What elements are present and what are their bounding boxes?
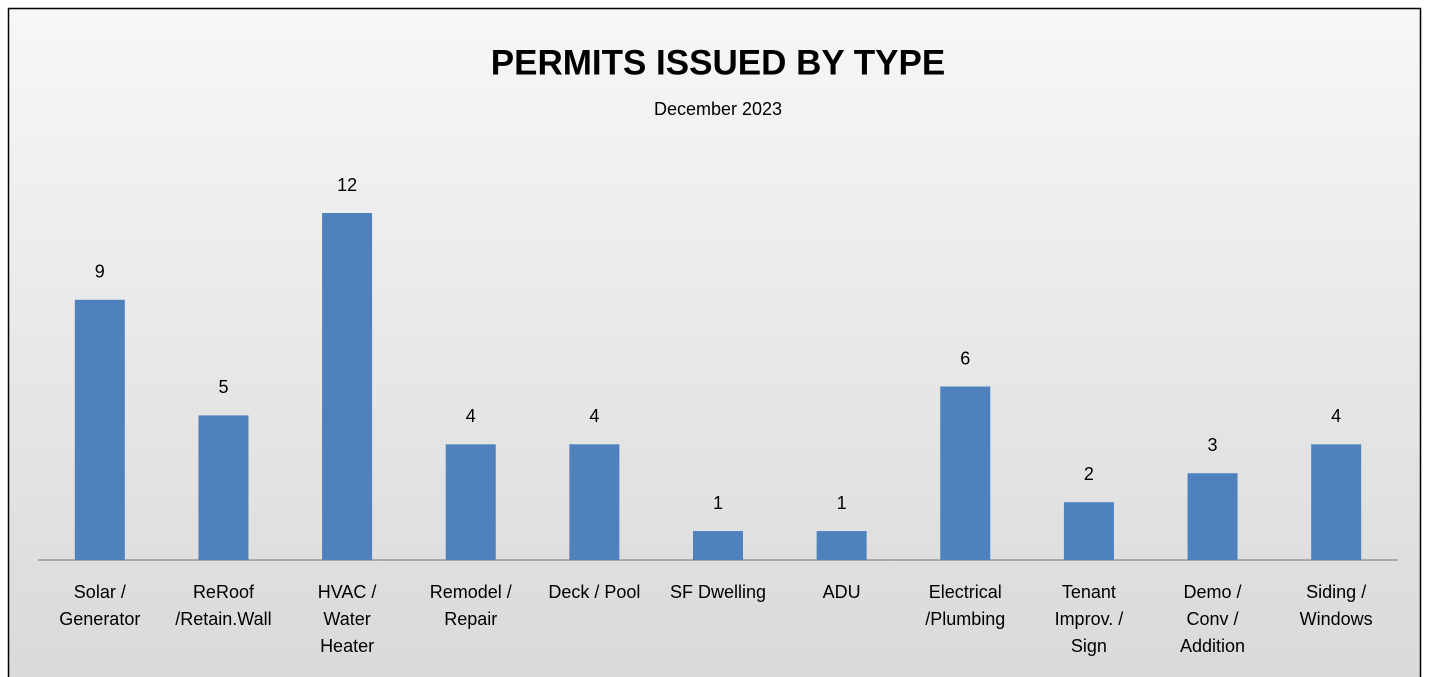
- x-tick-label: ADU: [823, 582, 861, 602]
- data-label: 1: [713, 493, 723, 513]
- data-label: 4: [589, 406, 599, 426]
- bar: [1063, 502, 1114, 560]
- bar: [693, 531, 743, 560]
- x-tick-label: Heater: [320, 636, 374, 656]
- x-tick-label: Improv. /: [1055, 609, 1124, 629]
- x-tick-label: Solar /: [74, 582, 126, 602]
- bar: [569, 444, 620, 560]
- chart-subtitle: December 2023: [654, 99, 782, 119]
- data-label: 1: [837, 493, 847, 513]
- x-tick-label: Addition: [1180, 636, 1245, 656]
- data-label: 2: [1084, 464, 1094, 484]
- chart-frame: [7, 7, 1422, 677]
- bar: [74, 299, 125, 560]
- x-tick-label: HVAC /: [318, 582, 377, 602]
- bar: [1187, 473, 1238, 560]
- bar: [1311, 444, 1362, 560]
- x-tick-label: Deck / Pool: [548, 582, 640, 602]
- x-tick-label: Conv /: [1187, 609, 1239, 629]
- x-tick-label: Generator: [59, 609, 140, 629]
- x-tick-label: ReRoof: [193, 582, 255, 602]
- bar: [198, 415, 249, 560]
- x-tick-label: /Plumbing: [925, 609, 1005, 629]
- x-tick-label: Windows: [1300, 609, 1373, 629]
- data-label: 4: [466, 406, 476, 426]
- data-label: 3: [1208, 435, 1218, 455]
- bar: [322, 213, 373, 560]
- x-tick-label: Demo /: [1184, 582, 1242, 602]
- data-label: 9: [95, 262, 105, 282]
- x-tick-label: Repair: [444, 609, 497, 629]
- data-label: 5: [218, 377, 228, 397]
- x-tick-label: Siding /: [1306, 582, 1366, 602]
- x-tick-label: Tenant: [1062, 582, 1116, 602]
- x-tick-label: /Retain.Wall: [175, 609, 271, 629]
- data-label: 6: [960, 348, 970, 368]
- data-label: 12: [337, 175, 357, 195]
- x-tick-label: Electrical: [929, 582, 1002, 602]
- x-tick-label: Water: [323, 609, 370, 629]
- x-tick-label: SF Dwelling: [670, 582, 766, 602]
- x-tick-label: Sign: [1071, 636, 1107, 656]
- x-tick-label: Remodel /: [430, 582, 512, 602]
- bar: [445, 444, 496, 560]
- bar: [816, 531, 867, 560]
- bar: [940, 386, 991, 560]
- chart-title: PERMITS ISSUED BY TYPE: [491, 43, 945, 82]
- data-label: 4: [1331, 406, 1341, 426]
